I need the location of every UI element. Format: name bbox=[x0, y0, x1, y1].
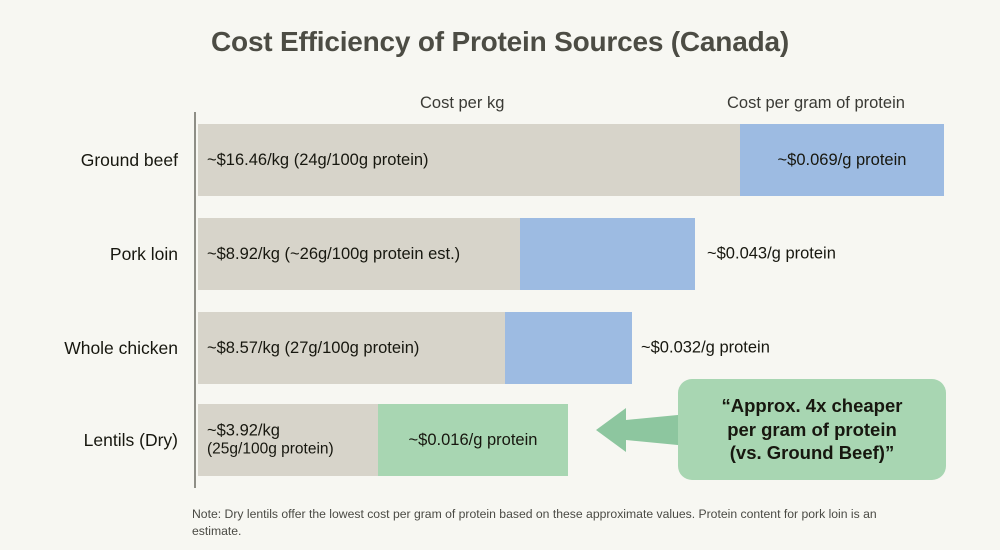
table-row: Pork loin ~$8.92/kg (~26g/100g protein e… bbox=[0, 218, 1000, 290]
category-axis-line bbox=[194, 112, 196, 488]
bar-label-cost-pork-loin: ~$8.92/kg (~26g/100g protein est.) bbox=[207, 244, 461, 263]
row-label-pork-loin: Pork loin bbox=[109, 244, 178, 264]
bar-cost-per-kg-pork-loin[interactable]: ~$8.92/kg (~26g/100g protein est.) bbox=[198, 218, 520, 290]
bar-label-value-pork-loin: ~$0.043/g protein bbox=[707, 244, 836, 263]
callout-text: “Approx. 4x cheaper per gram of protein … bbox=[722, 394, 903, 465]
column-header-cost-per-kg: Cost per kg bbox=[420, 94, 505, 112]
bar-label-cost-lentils-wrapper: ~$3.92/kg (25g/100g protein) bbox=[207, 420, 334, 459]
callout-approx-4x-cheaper: “Approx. 4x cheaper per gram of protein … bbox=[678, 379, 946, 480]
footnote-note: Note: Dry lentils offer the lowest cost … bbox=[192, 507, 877, 539]
bar-cost-per-kg-ground-beef[interactable]: ~$16.46/kg (24g/100g protein) bbox=[198, 124, 740, 196]
callout-line-2: per gram of protein bbox=[727, 418, 897, 440]
row-label-whole-chicken: Whole chicken bbox=[64, 338, 178, 358]
bar-label-cost-lentils: ~$3.92/kg bbox=[207, 421, 280, 440]
column-header-cost-per-gram: Cost per gram of protein bbox=[727, 94, 905, 112]
row-label-ground-beef: Ground beef bbox=[80, 150, 178, 170]
callout-line-3: (vs. Ground Beef)” bbox=[729, 442, 895, 464]
bar-label-value-lentils: ~$0.016/g protein bbox=[408, 430, 538, 449]
row-label-lentils-dry: Lentils (Dry) bbox=[83, 430, 178, 450]
bar-label-value-whole-chicken: ~$0.032/g protein bbox=[641, 338, 770, 357]
bar-label-cost-lentils-sub: (25g/100g protein) bbox=[207, 440, 334, 458]
bar-cost-per-gram-pork-loin[interactable] bbox=[520, 218, 695, 290]
bar-cost-per-kg-lentils[interactable]: ~$3.92/kg (25g/100g protein) bbox=[198, 404, 378, 476]
page-title: Cost Efficiency of Protein Sources (Cana… bbox=[211, 26, 789, 57]
bar-cost-per-kg-whole-chicken[interactable]: ~$8.57/kg (27g/100g protein) bbox=[198, 312, 505, 384]
callout-arrow-icon bbox=[596, 408, 688, 452]
bar-cost-per-gram-lentils[interactable]: ~$0.016/g protein bbox=[378, 404, 568, 476]
bar-label-cost-ground-beef: ~$16.46/kg (24g/100g protein) bbox=[207, 150, 429, 169]
callout-line-1: “Approx. 4x cheaper bbox=[721, 394, 903, 416]
table-row: Ground beef ~$16.46/kg (24g/100g protein… bbox=[0, 124, 1000, 196]
bar-label-value-ground-beef: ~$0.069/g protein bbox=[777, 150, 907, 169]
bar-cost-per-gram-ground-beef[interactable]: ~$0.069/g protein bbox=[740, 124, 944, 196]
bar-cost-per-gram-whole-chicken[interactable] bbox=[505, 312, 632, 384]
bar-label-cost-whole-chicken: ~$8.57/kg (27g/100g protein) bbox=[207, 338, 420, 357]
table-row: Lentils (Dry) ~$3.92/kg (25g/100g protei… bbox=[0, 404, 1000, 476]
table-row: Whole chicken ~$8.57/kg (27g/100g protei… bbox=[0, 312, 1000, 384]
